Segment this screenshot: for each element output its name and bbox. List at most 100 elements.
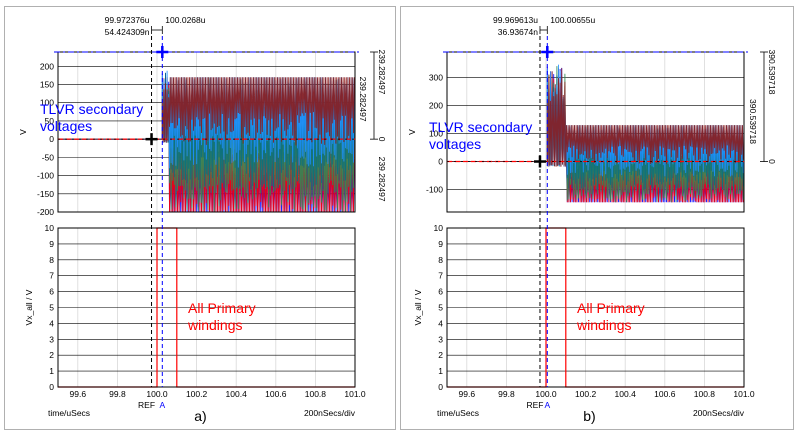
secondary-trace bbox=[447, 68, 744, 167]
chart-panel-b: 99.6 99.8 100.0 100.2 100.4 100.6 100.8 101.030… bbox=[407, 15, 777, 424]
a-y-readout: 239.282497 bbox=[377, 50, 387, 95]
y-tick-label: 50 bbox=[45, 116, 55, 126]
x-tick-label: 99.6 bbox=[70, 389, 87, 399]
y-tick-label: -150 bbox=[37, 189, 54, 199]
primary-windings-annotation: All Primary bbox=[188, 300, 256, 316]
x-tick-label: 99.8 bbox=[109, 389, 126, 399]
x-tick-label: 100.0 bbox=[146, 389, 168, 399]
secondary-voltages-annotation: TLVR secondary bbox=[40, 101, 143, 117]
delta-y-readout: 239.282497 bbox=[358, 77, 368, 122]
top-y-axis-label: V bbox=[18, 129, 28, 135]
x-tick-label: 100.4 bbox=[615, 389, 637, 399]
y-tick-label: 1 bbox=[438, 366, 443, 376]
bottom-y-axis-label: Vx_all / V bbox=[24, 289, 34, 325]
secondary-trace bbox=[58, 77, 355, 146]
y-tick-label: 3 bbox=[49, 334, 54, 344]
y-tick-label: 200 bbox=[40, 61, 54, 71]
x-tick-label: 99.6 bbox=[459, 389, 476, 399]
y-tick-label: 8 bbox=[49, 255, 54, 265]
top-plot-frame bbox=[446, 51, 745, 213]
ref-cursor-label: REF bbox=[526, 400, 543, 410]
a-x-readout: 100.00655u bbox=[550, 15, 595, 25]
top-y-axis-label: V bbox=[407, 129, 417, 135]
y-tick-label: 9 bbox=[49, 239, 54, 249]
x-unit-label: time/uSecs bbox=[48, 408, 90, 418]
y-tick-label: 5 bbox=[49, 303, 54, 313]
a-cursor-label: A bbox=[159, 400, 165, 410]
y-tick-label: 0 bbox=[49, 134, 54, 144]
y-tick-label: -100 bbox=[37, 171, 54, 181]
y-tick-label: 100 bbox=[429, 128, 443, 138]
primary-windings-annotation: All Primary bbox=[577, 300, 645, 316]
delta-y-readout-lower: 239.282497 bbox=[377, 157, 387, 202]
chart-panel-a: 99.6 99.8 100.0 100.2 100.4 100.6 100.8 101.020… bbox=[18, 15, 387, 424]
y-tick-label: 100 bbox=[40, 98, 54, 108]
delta-readout: 36.93674n bbox=[498, 27, 538, 37]
x-tick-label: 100.2 bbox=[575, 389, 597, 399]
panel-caption: b) bbox=[583, 408, 595, 424]
y-tick-label: 5 bbox=[438, 303, 443, 313]
y-tick-label: 1 bbox=[49, 366, 54, 376]
y-tick-label: 6 bbox=[438, 287, 443, 297]
x-scale-label: 200nSecs/div bbox=[304, 408, 356, 418]
top-plot-frame bbox=[57, 51, 356, 213]
y-tick-label: 4 bbox=[438, 318, 443, 328]
y-tick-label: 2 bbox=[49, 350, 54, 360]
a-x-readout: 100.0268u bbox=[165, 15, 205, 25]
delta-readout: 54.424309n bbox=[105, 27, 150, 37]
x-tick-label: 100.2 bbox=[186, 389, 208, 399]
bottom-plot-frame bbox=[446, 227, 745, 388]
a-cursor-label: A bbox=[544, 400, 550, 410]
y-tick-label: 10 bbox=[45, 223, 55, 233]
y-tick-label: -100 bbox=[426, 185, 443, 195]
panel-b-frame bbox=[400, 6, 794, 430]
delta-y-readout: 390.539718 bbox=[748, 99, 758, 144]
x-tick-label: 101.0 bbox=[733, 389, 755, 399]
primary-windings-annotation: windings bbox=[576, 317, 631, 333]
ref-y-readout: 0 bbox=[377, 137, 387, 142]
secondary-voltages-annotation: voltages bbox=[40, 118, 92, 134]
panel-a-frame bbox=[4, 6, 396, 430]
ref-cursor-label: REF bbox=[138, 400, 155, 410]
x-unit-label: time/uSecs bbox=[437, 408, 479, 418]
y-tick-label: -200 bbox=[37, 207, 54, 217]
y-tick-label: 3 bbox=[438, 334, 443, 344]
y-tick-label: 7 bbox=[438, 271, 443, 281]
y-tick-label: 9 bbox=[438, 239, 443, 249]
secondary-voltage-traces bbox=[447, 64, 744, 203]
y-tick-label: 150 bbox=[40, 80, 54, 90]
x-tick-label: 101.0 bbox=[344, 389, 366, 399]
y-tick-label: 2 bbox=[438, 350, 443, 360]
a-y-readout: 390.539718 bbox=[767, 50, 777, 95]
y-tick-label: 200 bbox=[429, 100, 443, 110]
y-tick-label: 4 bbox=[49, 318, 54, 328]
panel-caption: a) bbox=[194, 408, 206, 424]
y-tick-label: 6 bbox=[49, 287, 54, 297]
ref-x-readout: 99.972376u bbox=[105, 15, 150, 25]
y-tick-label: 0 bbox=[438, 382, 443, 392]
secondary-voltages-annotation: voltages bbox=[429, 136, 481, 152]
y-tick-label: 0 bbox=[438, 157, 443, 167]
secondary-voltage-traces bbox=[58, 70, 355, 213]
bottom-plot-frame bbox=[57, 227, 356, 388]
x-scale-label: 200nSecs/div bbox=[693, 408, 745, 418]
y-tick-label: 300 bbox=[429, 72, 443, 82]
y-tick-label: 0 bbox=[49, 382, 54, 392]
x-tick-label: 100.4 bbox=[226, 389, 248, 399]
x-tick-label: 100.6 bbox=[265, 389, 287, 399]
x-tick-label: 100.0 bbox=[535, 389, 557, 399]
x-tick-label: 100.8 bbox=[305, 389, 327, 399]
ref-y-readout: 0 bbox=[767, 159, 777, 164]
x-tick-label: 99.8 bbox=[498, 389, 515, 399]
y-tick-label: 10 bbox=[434, 223, 444, 233]
bottom-y-axis-label: Vx_all / V bbox=[413, 289, 423, 325]
x-tick-label: 100.6 bbox=[654, 389, 676, 399]
y-tick-label: 8 bbox=[438, 255, 443, 265]
x-tick-label: 100.8 bbox=[694, 389, 716, 399]
y-tick-label: 7 bbox=[49, 271, 54, 281]
secondary-voltages-annotation: TLVR secondary bbox=[429, 119, 532, 135]
ref-x-readout: 99.969613u bbox=[493, 15, 538, 25]
y-tick-label: -50 bbox=[42, 152, 55, 162]
primary-windings-annotation: windings bbox=[187, 317, 242, 333]
